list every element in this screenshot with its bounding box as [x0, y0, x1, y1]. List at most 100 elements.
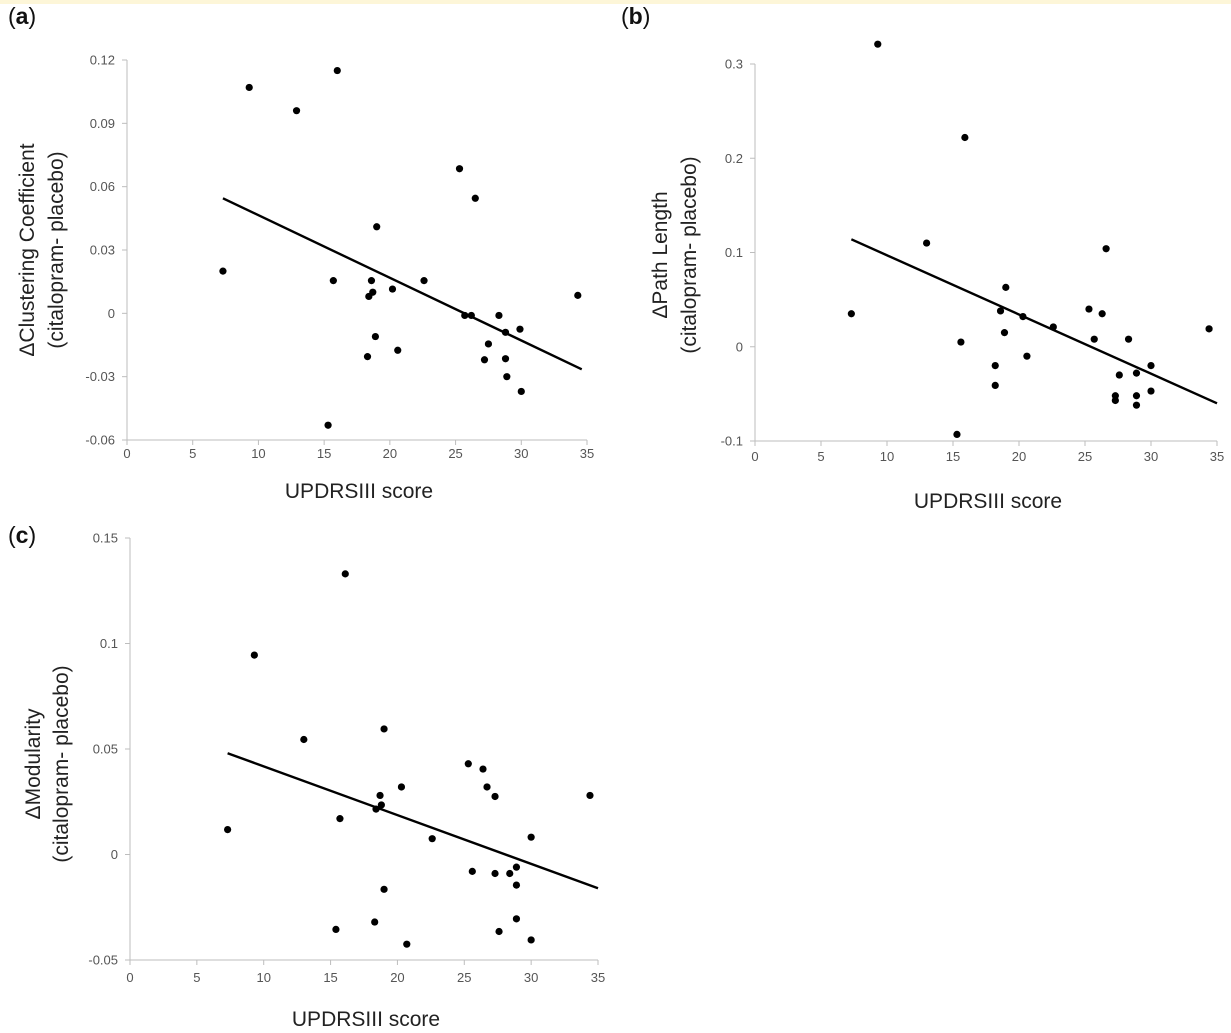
- x-tick-label: 35: [580, 446, 594, 461]
- data-point: [420, 277, 428, 285]
- y-tick-label: 0: [111, 847, 118, 862]
- trendline: [222, 197, 583, 371]
- x-tick-label: 15: [946, 449, 960, 464]
- x-tick-label: 30: [1144, 449, 1158, 464]
- data-point: [527, 833, 535, 841]
- x-tick-label: 25: [448, 446, 462, 461]
- data-point: [367, 277, 376, 285]
- data-point: [1111, 396, 1119, 405]
- x-tick-label: 0: [123, 446, 130, 461]
- x-tick-label: 0: [126, 970, 133, 985]
- data-point: [501, 328, 510, 336]
- data-point: [479, 765, 487, 773]
- y-tick-label: 0: [736, 339, 743, 354]
- y-tick-label: 0: [108, 306, 115, 321]
- y-tick-label: -0.05: [88, 953, 118, 968]
- data-point: [996, 307, 1005, 315]
- data-point: [341, 570, 349, 578]
- y-tick-label: 0.06: [90, 179, 115, 194]
- data-point: [468, 867, 476, 875]
- data-point: [336, 815, 344, 823]
- y-axis-title: ΔModularity: [22, 708, 45, 819]
- x-tick-label: 30: [524, 970, 538, 985]
- x-axis-title: UPDRSIII score: [914, 490, 1062, 513]
- data-point: [1147, 387, 1155, 395]
- data-point: [394, 346, 402, 354]
- x-tick-label: 20: [383, 446, 397, 461]
- data-point: [292, 107, 301, 115]
- trendline: [850, 238, 1218, 405]
- data-point: [991, 381, 999, 389]
- data-point: [961, 133, 969, 142]
- data-point: [377, 801, 385, 809]
- data-point: [369, 288, 377, 296]
- data-point: [372, 805, 380, 813]
- data-point: [467, 311, 475, 320]
- data-point: [461, 311, 469, 320]
- x-tick-label: 10: [880, 449, 894, 464]
- data-point: [397, 783, 406, 791]
- data-point: [333, 66, 341, 75]
- y-tick-label: 0.03: [90, 243, 115, 258]
- data-point: [1019, 312, 1027, 321]
- data-point: [1205, 325, 1213, 333]
- chart-panel-c: (c) -0.05 0 0.05 0.1 0.15 0 5 10 15 20 25 30 35 UPDRSI…: [8, 522, 605, 1031]
- y-tick-label: 0.1: [100, 636, 118, 651]
- x-tick-label: 35: [591, 970, 605, 985]
- data-point: [250, 651, 258, 659]
- data-point: [586, 791, 594, 800]
- data-point: [464, 760, 472, 768]
- data-point: [512, 915, 521, 923]
- data-point: [495, 927, 503, 936]
- y-axis-title: ΔPath Length: [649, 191, 672, 318]
- data-point: [1049, 323, 1057, 331]
- trendline: [227, 752, 599, 890]
- data-point: [503, 373, 511, 381]
- x-tick-label: 30: [514, 446, 528, 461]
- data-point: [1132, 369, 1141, 377]
- data-point: [574, 291, 582, 299]
- data-point: [373, 223, 381, 231]
- data-point: [1023, 352, 1031, 360]
- data-point: [527, 936, 535, 944]
- y-axis-subtitle: (citalopram- placebo): [45, 151, 68, 348]
- x-tick-label: 20: [390, 970, 404, 985]
- data-point: [517, 387, 525, 396]
- data-point: [1000, 329, 1009, 337]
- data-point: [324, 421, 332, 429]
- data-point: [491, 792, 499, 801]
- data-point: [245, 83, 253, 92]
- y-axis-title: ΔClustering Coefficient: [16, 143, 39, 356]
- y-axis-subtitle: (citalopram- placebo): [50, 665, 73, 862]
- data-point: [480, 356, 489, 364]
- y-tick-label: -0.06: [85, 433, 115, 448]
- data-point: [371, 918, 379, 926]
- y-tick-label: 0.1: [725, 245, 743, 260]
- data-point: [376, 791, 384, 800]
- data-point: [512, 881, 521, 889]
- panel-label-c: (c): [8, 522, 36, 548]
- x-tick-label: 20: [1012, 449, 1026, 464]
- data-point: [1132, 401, 1141, 409]
- data-point: [300, 735, 308, 744]
- data-point: [1147, 362, 1155, 370]
- data-point: [847, 310, 855, 318]
- data-point: [495, 311, 503, 320]
- x-tick-label: 10: [251, 446, 265, 461]
- x-tick-label: 0: [751, 449, 758, 464]
- x-axis-title: UPDRSIII score: [292, 1008, 440, 1031]
- x-tick-label: 5: [193, 970, 200, 985]
- data-point: [1090, 335, 1098, 343]
- data-point: [403, 940, 411, 948]
- data-point: [380, 725, 388, 733]
- y-tick-label: 0.05: [93, 742, 118, 757]
- data-point: [388, 285, 397, 293]
- top-band: [0, 0, 1231, 4]
- y-axis-subtitle: (citalopram- placebo): [678, 156, 701, 353]
- y-tick-label: 0.3: [725, 57, 743, 72]
- x-tick-label: 10: [256, 970, 270, 985]
- data-point: [957, 338, 965, 346]
- panel-label-a: (a): [8, 3, 36, 29]
- data-point: [516, 325, 524, 333]
